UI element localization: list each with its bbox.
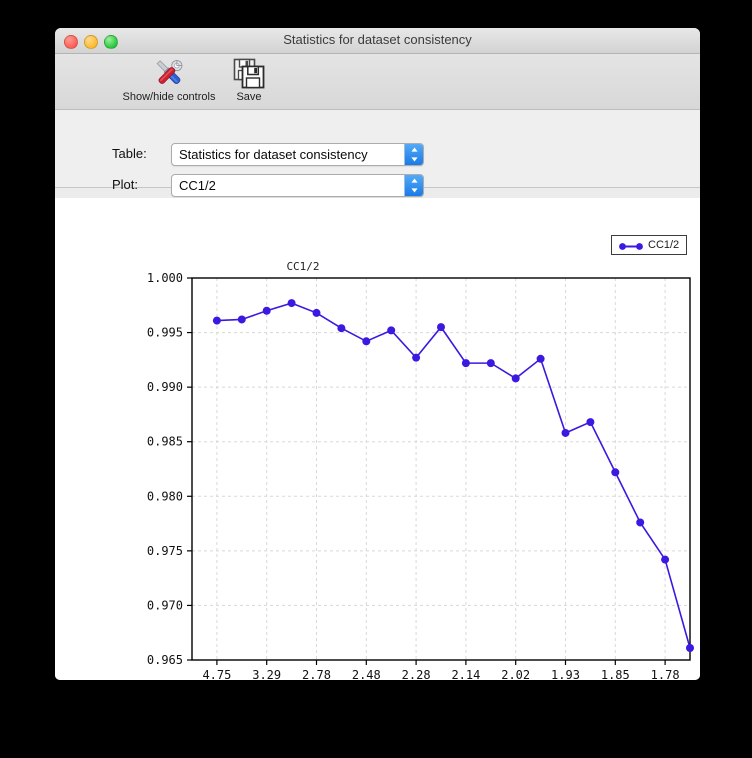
svg-text:2.28: 2.28	[402, 668, 431, 680]
toolbar: Show/hide controls	[55, 54, 700, 110]
svg-text:2.78: 2.78	[302, 668, 331, 680]
svg-text:1.78: 1.78	[651, 668, 680, 680]
app-window: Statistics for dataset consistency	[55, 28, 700, 680]
svg-text:3.29: 3.29	[252, 668, 281, 680]
svg-text:2.48: 2.48	[352, 668, 381, 680]
show-hide-controls-label: Show/hide controls	[122, 91, 216, 103]
show-hide-controls-button[interactable]: Show/hide controls	[112, 56, 226, 103]
tools-icon	[112, 56, 226, 90]
floppy-disk-icon	[230, 56, 268, 90]
window-title: Statistics for dataset consistency	[283, 32, 472, 47]
table-label: Table:	[112, 146, 147, 161]
svg-text:1.85: 1.85	[601, 668, 630, 680]
plot-label: Plot:	[112, 177, 139, 192]
close-window-button[interactable]	[64, 35, 78, 49]
svg-text:2.02: 2.02	[501, 668, 530, 680]
svg-text:CC1/2: CC1/2	[286, 260, 319, 273]
plot-select-value: CC1/2	[179, 178, 216, 193]
legend-marker-icon	[619, 243, 643, 250]
table-select[interactable]: Statistics for dataset consistency	[171, 143, 424, 166]
svg-text:1.93: 1.93	[551, 668, 580, 680]
save-label: Save	[236, 91, 262, 103]
legend-label: CC1/2	[648, 239, 680, 251]
svg-text:0.980: 0.980	[147, 489, 183, 503]
svg-text:4.75: 4.75	[202, 668, 231, 680]
chart-legend: CC1/2	[611, 235, 688, 255]
svg-text:1.000: 1.000	[147, 271, 183, 285]
svg-text:0.965: 0.965	[147, 653, 183, 667]
maximize-window-button[interactable]	[104, 35, 118, 49]
cc-half-chart: 0.965 0.970 0.975 0.980 0.985 0.990 0.995 1.000…	[147, 260, 694, 680]
plot-canvas: 0.965 0.970 0.975 0.980 0.985 0.990 0.995 1.000…	[55, 198, 700, 680]
svg-text:0.985: 0.985	[147, 435, 183, 449]
plot-select-stepper-icon[interactable]	[404, 175, 423, 196]
plot-select[interactable]: CC1/2	[171, 174, 424, 197]
svg-text:0.990: 0.990	[147, 380, 183, 394]
svg-text:0.975: 0.975	[147, 544, 183, 558]
table-select-stepper-icon[interactable]	[404, 144, 423, 165]
save-button[interactable]: Save	[230, 56, 268, 103]
svg-text:2.14: 2.14	[451, 668, 480, 680]
table-select-value: Statistics for dataset consistency	[179, 147, 368, 162]
title-bar: Statistics for dataset consistency	[55, 28, 700, 54]
svg-text:0.995: 0.995	[147, 326, 183, 340]
minimize-window-button[interactable]	[84, 35, 98, 49]
svg-text:0.970: 0.970	[147, 598, 183, 612]
